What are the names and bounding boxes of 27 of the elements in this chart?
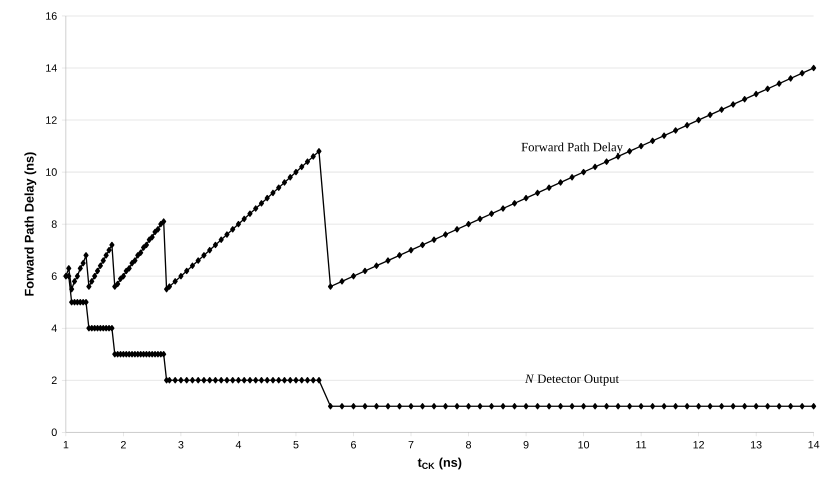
- x-tick-label: 8: [466, 440, 472, 448]
- y-tick-label: 6: [52, 272, 57, 280]
- x-tick-label: 2: [120, 440, 126, 448]
- series-label: N Detector Output: [524, 374, 619, 386]
- y-tick-label: 16: [46, 12, 57, 20]
- y-tick-label: 8: [52, 220, 57, 228]
- x-tick-label: 5: [293, 440, 298, 448]
- y-tick-label: 2: [52, 376, 57, 384]
- y-tick-label: 10: [46, 168, 57, 176]
- x-tick-label: 11: [636, 440, 646, 448]
- x-tick-label: 3: [178, 440, 184, 448]
- x-tick-label: 13: [751, 440, 762, 448]
- x-tick-label: 4: [236, 440, 242, 448]
- x-axis-title: t$_{CK}$ (ns): [418, 458, 462, 470]
- y-tick-label: 4: [52, 324, 57, 332]
- x-tick-label: 14: [808, 440, 820, 448]
- series-label: Forward Path Delay: [522, 142, 623, 154]
- x-tick-label: 10: [578, 440, 590, 448]
- y-tick-label: 12: [46, 116, 57, 124]
- x-tick-label: 12: [693, 440, 704, 448]
- y-axis-title: Forward Path Delay (ns): [24, 152, 36, 296]
- x-tick-label: 6: [351, 440, 356, 448]
- x-tick-label: 7: [408, 440, 414, 448]
- x-tick-label: 1: [64, 440, 68, 448]
- y-tick-label: 14: [46, 64, 57, 72]
- x-tick-label: 9: [524, 440, 528, 448]
- y-tick-label: 0: [52, 428, 57, 436]
